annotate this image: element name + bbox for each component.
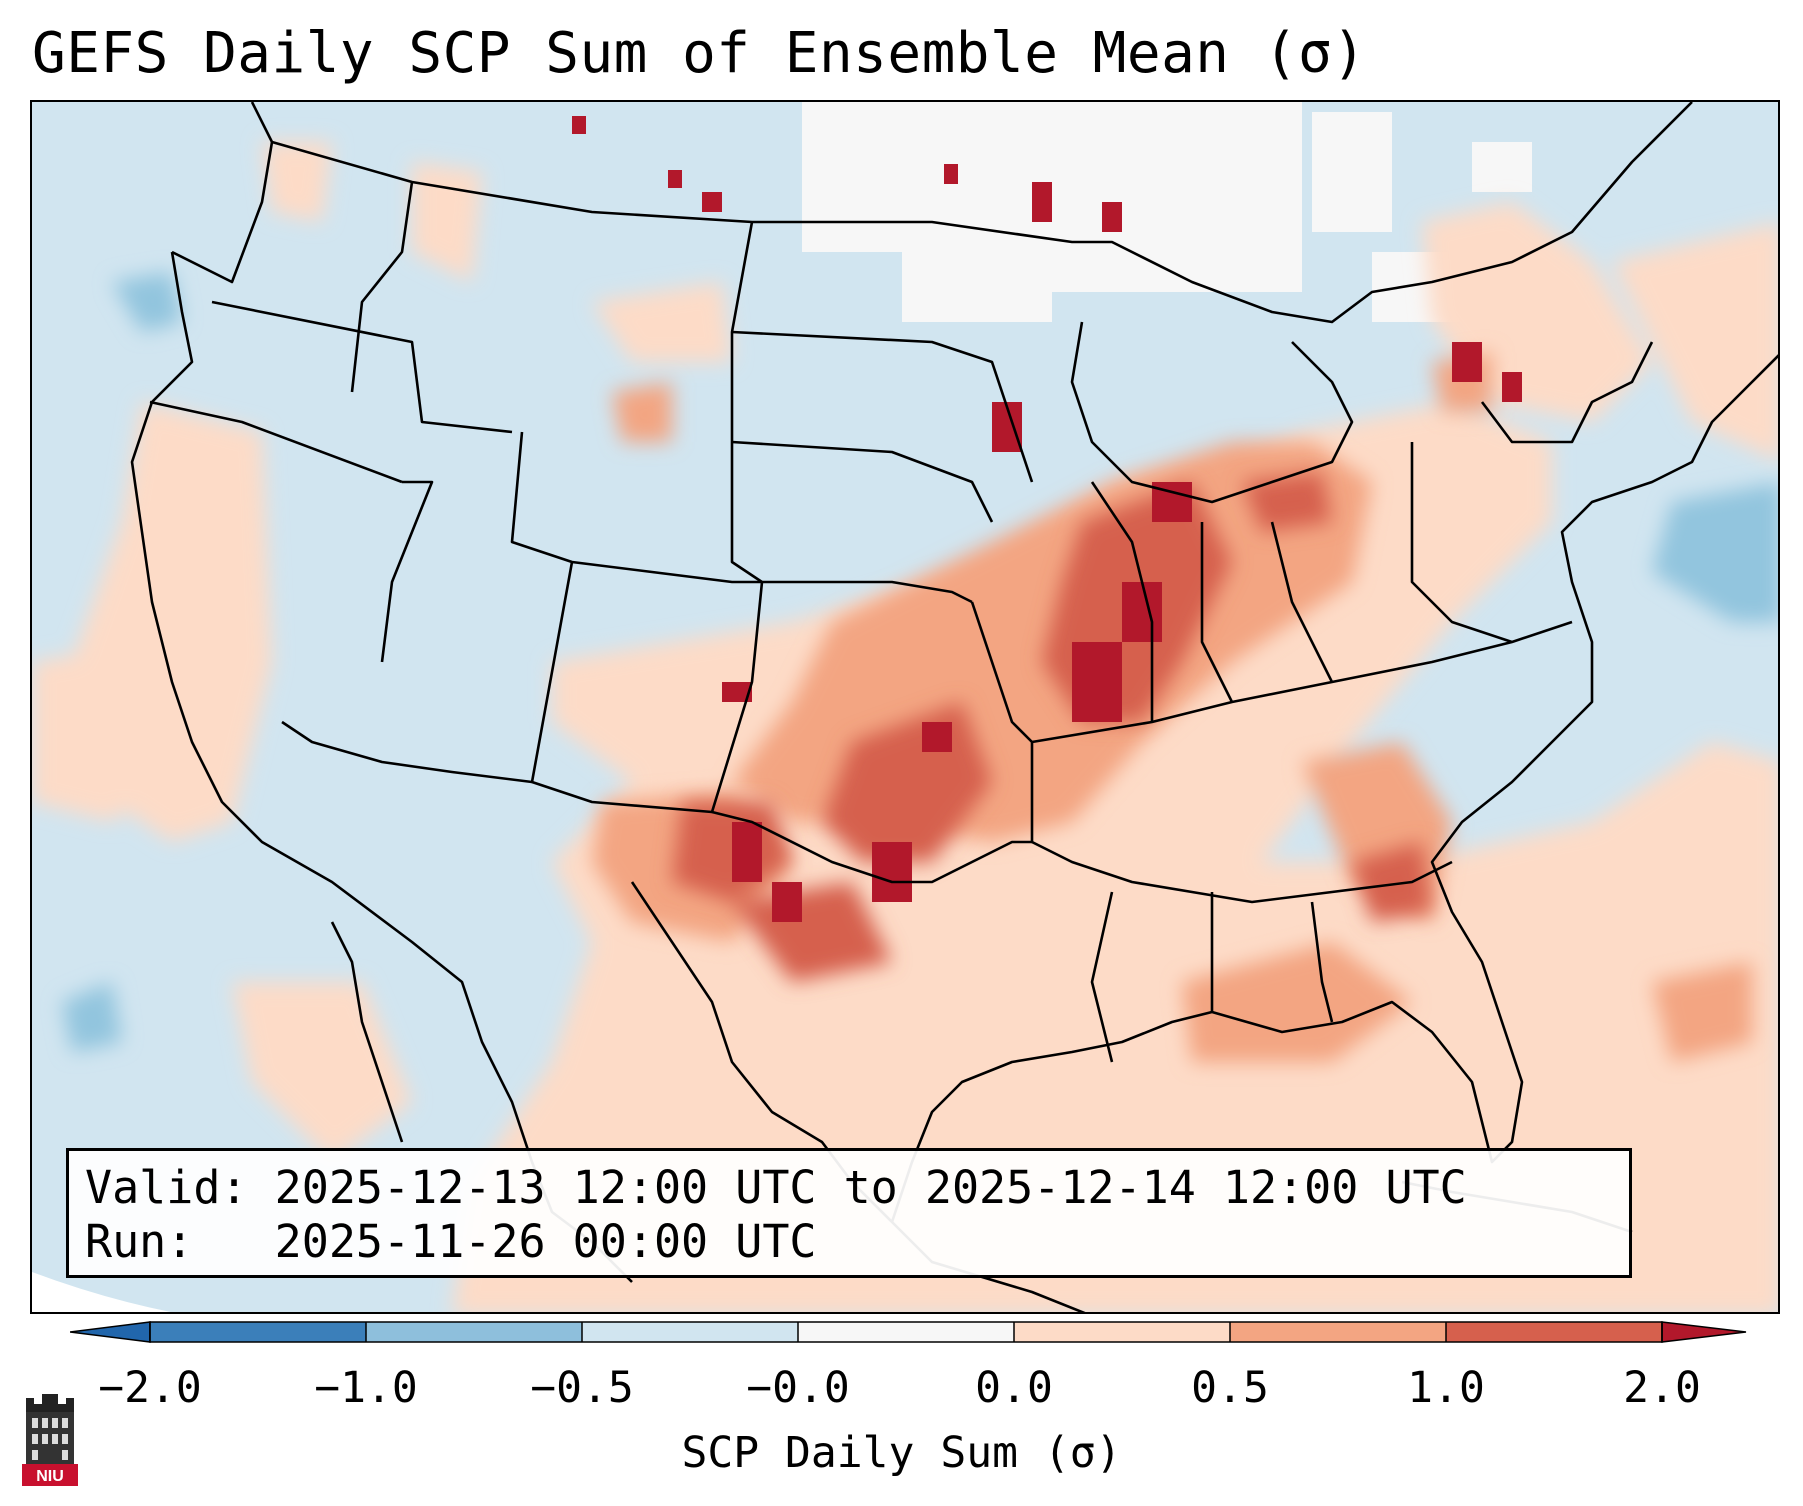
valid-line: Valid: 2025-12-13 12:00 UTC to 2025-12-1… (85, 1161, 1613, 1215)
colorbar-tick-label: −0.0 (746, 1363, 850, 1413)
colorbar-tick-label: 2.0 (1623, 1363, 1701, 1413)
valid-label: Valid: (85, 1161, 248, 1214)
colorbar-tick-label: 0.5 (1191, 1363, 1269, 1413)
negative-regions (62, 272, 1778, 1052)
run-line: Run: 2025-11-26 00:00 UTC (85, 1215, 1613, 1269)
near-zero-patches (802, 102, 1532, 322)
colorbar-segment-6 (1230, 1322, 1446, 1342)
colorbar-segment-3 (582, 1322, 798, 1342)
outside-domain-area (32, 1272, 171, 1312)
baja (330, 921, 404, 1143)
colorbar-tick-label: 1.0 (1407, 1363, 1485, 1413)
border-plains-2 (731, 330, 1034, 483)
border-wa (171, 141, 274, 284)
border-2 (211, 300, 513, 434)
border-id (350, 181, 414, 393)
map-title: GEFS Daily SCP Sum of Ensemble Mean (σ) (32, 21, 1367, 86)
valid-run-info-box: Valid: 2025-12-13 12:00 UTC to 2025-12-1… (66, 1148, 1632, 1278)
border-plains-1 (730, 221, 973, 604)
border-co-n (510, 431, 762, 584)
border-ok-tx (711, 810, 1032, 884)
colorbar-tick-marks (149, 1322, 1663, 1342)
colorbar-label: SCP Daily Sum (σ) (681, 1428, 1122, 1478)
scp-field-map (32, 102, 1778, 1312)
colorbar-segment-7 (1446, 1322, 1662, 1342)
colorbar-under-arrow (70, 1321, 151, 1343)
border-il (1090, 481, 1154, 722)
colorbar-tick-label: 0.0 (975, 1363, 1053, 1413)
university-building-icon: NIU (22, 1394, 78, 1486)
run-label: Run: (85, 1215, 194, 1268)
valid-value: 2025-12-13 12:00 UTC to 2025-12-14 12:00… (274, 1161, 1467, 1214)
colorbar-tick-label: −2.0 (98, 1363, 202, 1413)
colorbar-segment-2 (366, 1322, 582, 1342)
colorbar (70, 1321, 1747, 1343)
new-england (1480, 341, 1654, 444)
colorbar-tick-label: −1.0 (314, 1363, 418, 1413)
canada-border (250, 102, 1693, 324)
colorbar-over-arrow (1661, 1321, 1747, 1343)
border-mo-w (970, 601, 1034, 842)
border-plains-3 (731, 440, 994, 523)
colorbar-segment-5 (1014, 1322, 1230, 1342)
border-1 (149, 400, 403, 484)
border-pa (1410, 442, 1513, 644)
gulf-atlantic-coastline (890, 354, 1778, 1223)
logo-text: NIU (36, 1468, 64, 1485)
border-in (1200, 522, 1234, 703)
run-value: 2025-11-26 00:00 UTC (274, 1215, 817, 1268)
map-panel (30, 100, 1780, 1314)
colorbar-segment-1 (150, 1322, 366, 1342)
extreme-positive-regions (572, 116, 1522, 922)
border-az (281, 561, 574, 784)
border-nv (380, 480, 434, 663)
border-oh (1270, 521, 1334, 683)
border-ms (1090, 891, 1114, 1063)
great-lakes (1070, 321, 1354, 504)
colorbar-tick-label: −0.5 (530, 1363, 634, 1413)
border-ga (1310, 901, 1334, 1023)
colorbar-segment-4 (798, 1322, 1014, 1342)
border-gulf-states (1031, 840, 1453, 904)
